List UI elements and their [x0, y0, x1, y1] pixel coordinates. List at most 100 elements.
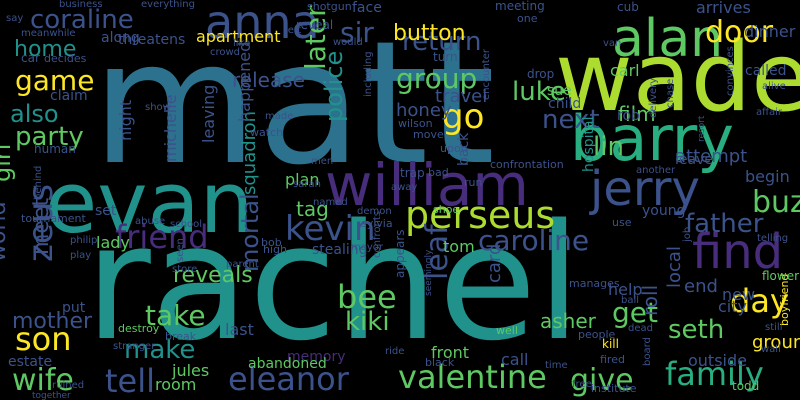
- word-sir: sir: [340, 16, 374, 49]
- word-run: run: [464, 176, 482, 189]
- word-meet: meet: [29, 197, 54, 255]
- word-rob: rob: [617, 108, 640, 124]
- word-seth: seth: [668, 315, 724, 345]
- word-happened: happened: [235, 42, 254, 122]
- word-job: job: [682, 227, 693, 243]
- word-tell: tell: [105, 362, 155, 400]
- word-william: william: [325, 151, 529, 219]
- word-apartment: apartment: [196, 27, 280, 46]
- word-alan: alan: [612, 9, 723, 69]
- word-tag: tag: [296, 197, 329, 221]
- word-time: time: [545, 360, 568, 371]
- word-flower: flower: [762, 269, 799, 283]
- word-son: son: [15, 320, 72, 358]
- word-human: human: [34, 142, 76, 156]
- word-travel: travel: [435, 86, 487, 107]
- word-film: film: [618, 102, 656, 126]
- word-arrives: arrives: [696, 0, 751, 17]
- word-rachel: rachel: [85, 189, 581, 376]
- word-ruined: ruined: [52, 380, 84, 391]
- word-parent: parent: [226, 259, 259, 270]
- word-kiki: kiki: [345, 307, 390, 337]
- word-coraline: coraline: [30, 5, 134, 35]
- word-release: release: [232, 68, 305, 92]
- word-leaf: leaf: [420, 223, 455, 280]
- word-cub: cub: [617, 0, 639, 14]
- word-confrontation: confrontation: [490, 158, 564, 171]
- word-todd: todd: [732, 379, 759, 393]
- word-institute: institute: [591, 382, 637, 395]
- word-break: break: [165, 330, 197, 343]
- word-still: still: [765, 322, 782, 333]
- word-black: black: [425, 356, 455, 369]
- word-called: called: [745, 63, 787, 79]
- word-eleanor: eleanor: [228, 360, 350, 398]
- word-telling: telling: [757, 233, 788, 244]
- word-upon: upon: [440, 142, 468, 155]
- word-barry: barry: [570, 102, 734, 175]
- word-another: another: [636, 165, 676, 176]
- word-everything: everything: [141, 0, 195, 10]
- word-return: return: [402, 27, 482, 57]
- word-police: police: [320, 51, 348, 122]
- word-business: business: [59, 0, 103, 10]
- word-shoe: shoe: [433, 203, 459, 216]
- word-one: one: [517, 12, 538, 25]
- word-hospital: hospital: [581, 117, 597, 172]
- word-play: play: [70, 250, 91, 261]
- word-friend: friend: [115, 218, 209, 256]
- word-ride: ride: [385, 346, 404, 357]
- word-manages: manages: [569, 277, 620, 290]
- word-set: set: [95, 203, 117, 219]
- word-anna: anna: [205, 0, 320, 49]
- word-asher: asher: [540, 309, 597, 333]
- word-free: free: [572, 379, 592, 390]
- word-wade: wade: [555, 23, 800, 133]
- word-delivery: delivery: [648, 78, 659, 118]
- word-face: face: [352, 0, 382, 16]
- word-along: along: [101, 30, 140, 46]
- word-say: say: [6, 13, 23, 24]
- word-day: day: [730, 282, 789, 320]
- word-kill: kill: [602, 337, 619, 351]
- word-threatens: threatens: [118, 32, 185, 48]
- word-seemingly: seemingly: [424, 249, 434, 296]
- word-car: car: [21, 51, 40, 65]
- word-away: away: [391, 182, 417, 193]
- word-leave: leave: [675, 152, 713, 168]
- word-reveals: reveals: [173, 263, 253, 288]
- word-carl: carl: [610, 61, 640, 80]
- word-demon: demon: [357, 206, 392, 217]
- word-confronts: confronts: [372, 211, 383, 258]
- word-people: people: [578, 328, 616, 341]
- word-front: front: [431, 343, 469, 362]
- word-kevin: kevin: [285, 209, 376, 249]
- word-affair: affair: [756, 107, 783, 118]
- word-call: call: [501, 350, 529, 369]
- word-memory: memory: [287, 349, 346, 365]
- word-men: men: [311, 156, 333, 167]
- word-like: like: [233, 38, 250, 49]
- word-claim: claim: [50, 88, 88, 104]
- word-child: child: [548, 96, 581, 112]
- word-appears: appears: [393, 229, 407, 278]
- word-dead: dead: [628, 323, 653, 334]
- word-estate: estate: [8, 354, 52, 370]
- word-home: home: [14, 37, 76, 62]
- word-abuse: abuse: [135, 216, 165, 227]
- word-named: named: [313, 197, 348, 208]
- word-reveal: reveal: [296, 18, 333, 32]
- word-trap: trap: [400, 166, 425, 180]
- word-plan: plan: [285, 170, 320, 189]
- word-stealing: stealing: [312, 242, 368, 258]
- word-bee: bee: [337, 278, 397, 316]
- word-local: local: [664, 246, 685, 288]
- word-luke: luke: [512, 77, 566, 107]
- word-michelle: michelle: [161, 94, 180, 162]
- word-perseus: perseus: [405, 193, 555, 237]
- word-mortal: mortal: [236, 193, 264, 272]
- word-last: last: [225, 320, 254, 339]
- word-boyfriend: boyfriend: [778, 274, 791, 326]
